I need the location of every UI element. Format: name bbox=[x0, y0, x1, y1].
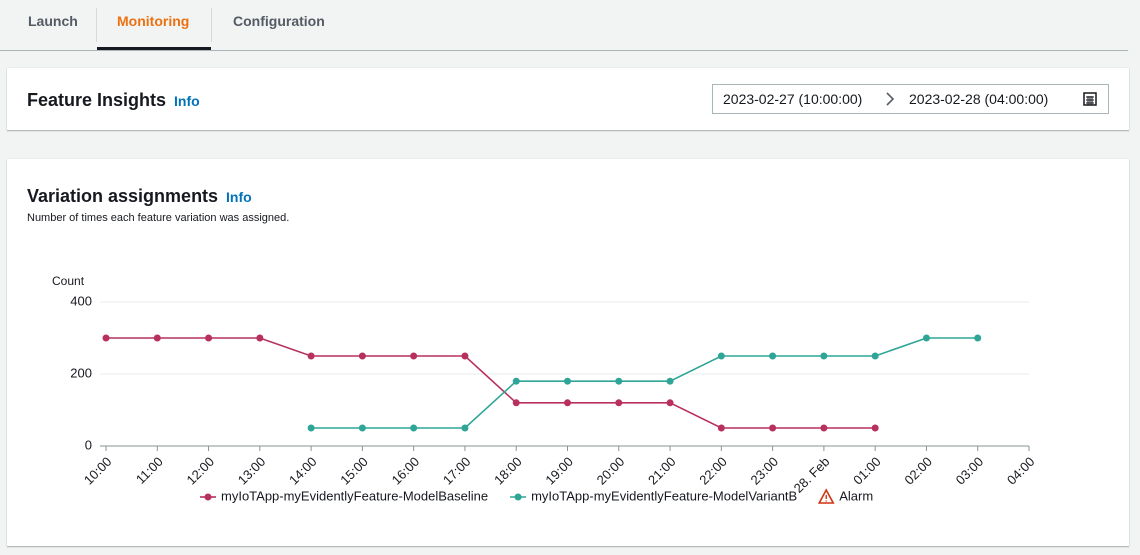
x-tick-label: 19:00 bbox=[542, 454, 576, 488]
x-tick-label: 11:00 bbox=[133, 454, 166, 487]
alarm-icon bbox=[817, 488, 835, 504]
data-point bbox=[820, 424, 828, 432]
data-point bbox=[205, 334, 213, 342]
data-point bbox=[358, 424, 366, 432]
legend-marker bbox=[514, 493, 522, 501]
y-tick-label: 0 bbox=[85, 437, 92, 452]
data-point bbox=[769, 424, 777, 432]
data-point bbox=[410, 352, 418, 360]
tab[interactable]: Launch bbox=[28, 13, 78, 29]
x-tick-label: 15:00 bbox=[337, 454, 371, 488]
active-tab-indicator bbox=[97, 47, 211, 50]
data-point bbox=[410, 424, 418, 432]
x-tick-label: 03:00 bbox=[953, 454, 987, 488]
data-point bbox=[615, 399, 623, 407]
arrow-icon bbox=[886, 92, 895, 106]
chart-panel: Variation assignments Info Number of tim… bbox=[7, 159, 1129, 546]
x-tick-label: 18:00 bbox=[491, 454, 525, 488]
legend-label: Alarm bbox=[839, 488, 873, 503]
legend-item[interactable]: myIoTApp-myEvidentlyFeature-ModelVariant… bbox=[510, 488, 797, 503]
data-point bbox=[666, 399, 674, 407]
x-tick-label: 20:00 bbox=[594, 454, 628, 488]
x-tick-label: 12:00 bbox=[183, 454, 217, 488]
data-point bbox=[564, 399, 571, 407]
data-point bbox=[153, 334, 161, 342]
data-point bbox=[307, 352, 315, 360]
data-point bbox=[102, 334, 110, 342]
legend-item: Alarm bbox=[817, 488, 873, 504]
data-point bbox=[871, 352, 879, 360]
data-point bbox=[666, 377, 674, 385]
x-tick-label: 02:00 bbox=[901, 454, 935, 488]
data-point bbox=[717, 352, 725, 360]
data-point bbox=[256, 334, 264, 342]
legend-item[interactable]: myIoTApp-myEvidentlyFeature-ModelBaselin… bbox=[200, 488, 488, 503]
legend-label: myIoTApp-myEvidentlyFeature-ModelBaselin… bbox=[221, 488, 488, 503]
end-date: 2023-02-28 (04:00:00) bbox=[909, 91, 1049, 107]
y-tick-label: 200 bbox=[70, 365, 92, 380]
x-tick-label: 14:00 bbox=[286, 454, 320, 488]
x-tick-label: 17:00 bbox=[440, 454, 474, 488]
panel-title: Feature Insights bbox=[27, 90, 167, 110]
data-point bbox=[307, 424, 315, 432]
data-point bbox=[717, 424, 725, 432]
data-point bbox=[564, 377, 571, 385]
x-tick-label: 21:00 bbox=[645, 454, 679, 488]
tab[interactable]: Configuration bbox=[233, 13, 325, 29]
y-tick-label: 400 bbox=[70, 293, 92, 308]
chart-title: Variation assignments bbox=[27, 186, 219, 206]
data-point bbox=[461, 352, 469, 360]
x-tick-label: 22:00 bbox=[696, 454, 730, 488]
legend-marker bbox=[204, 493, 212, 501]
data-point bbox=[512, 377, 520, 385]
chart-subtitle: Number of times each feature variation w… bbox=[27, 212, 290, 224]
data-point bbox=[461, 424, 469, 432]
start-date: 2023-02-27 (10:00:00) bbox=[723, 91, 863, 107]
data-point bbox=[615, 377, 623, 385]
x-tick-label: 10:00 bbox=[81, 454, 115, 488]
info-link[interactable]: Info bbox=[226, 189, 252, 205]
data-point bbox=[769, 352, 777, 360]
tab-bar: Launch Monitoring Configuration bbox=[0, 0, 1128, 51]
data-point bbox=[871, 424, 879, 432]
data-point bbox=[512, 399, 520, 407]
series-line bbox=[311, 337, 978, 429]
x-tick-label: 01:00 bbox=[850, 454, 884, 488]
legend-label: myIoTApp-myEvidentlyFeature-ModelVariant… bbox=[531, 488, 797, 503]
insights-panel: Feature Insights Info 2023-02-27 (10:00:… bbox=[7, 68, 1129, 130]
info-link[interactable]: Info bbox=[174, 93, 200, 109]
x-tick-label: 13:00 bbox=[235, 454, 269, 488]
x-tick-label: 23:00 bbox=[748, 454, 782, 488]
y-axis-label: Count bbox=[52, 274, 85, 288]
date-range-picker[interactable]: 2023-02-27 (10:00:00) 2023-02-28 (04:00:… bbox=[712, 84, 1109, 114]
data-point bbox=[820, 352, 828, 360]
tab-separator bbox=[211, 8, 212, 42]
calendar-icon[interactable] bbox=[1083, 92, 1097, 106]
x-tick-label: 04:00 bbox=[1004, 454, 1038, 488]
series-line bbox=[106, 337, 876, 429]
data-point bbox=[974, 334, 982, 342]
tab-separator bbox=[96, 8, 97, 42]
data-point bbox=[358, 352, 366, 360]
x-tick-label: 16:00 bbox=[389, 454, 423, 488]
data-point bbox=[922, 334, 930, 342]
tab[interactable]: Monitoring bbox=[117, 13, 190, 29]
